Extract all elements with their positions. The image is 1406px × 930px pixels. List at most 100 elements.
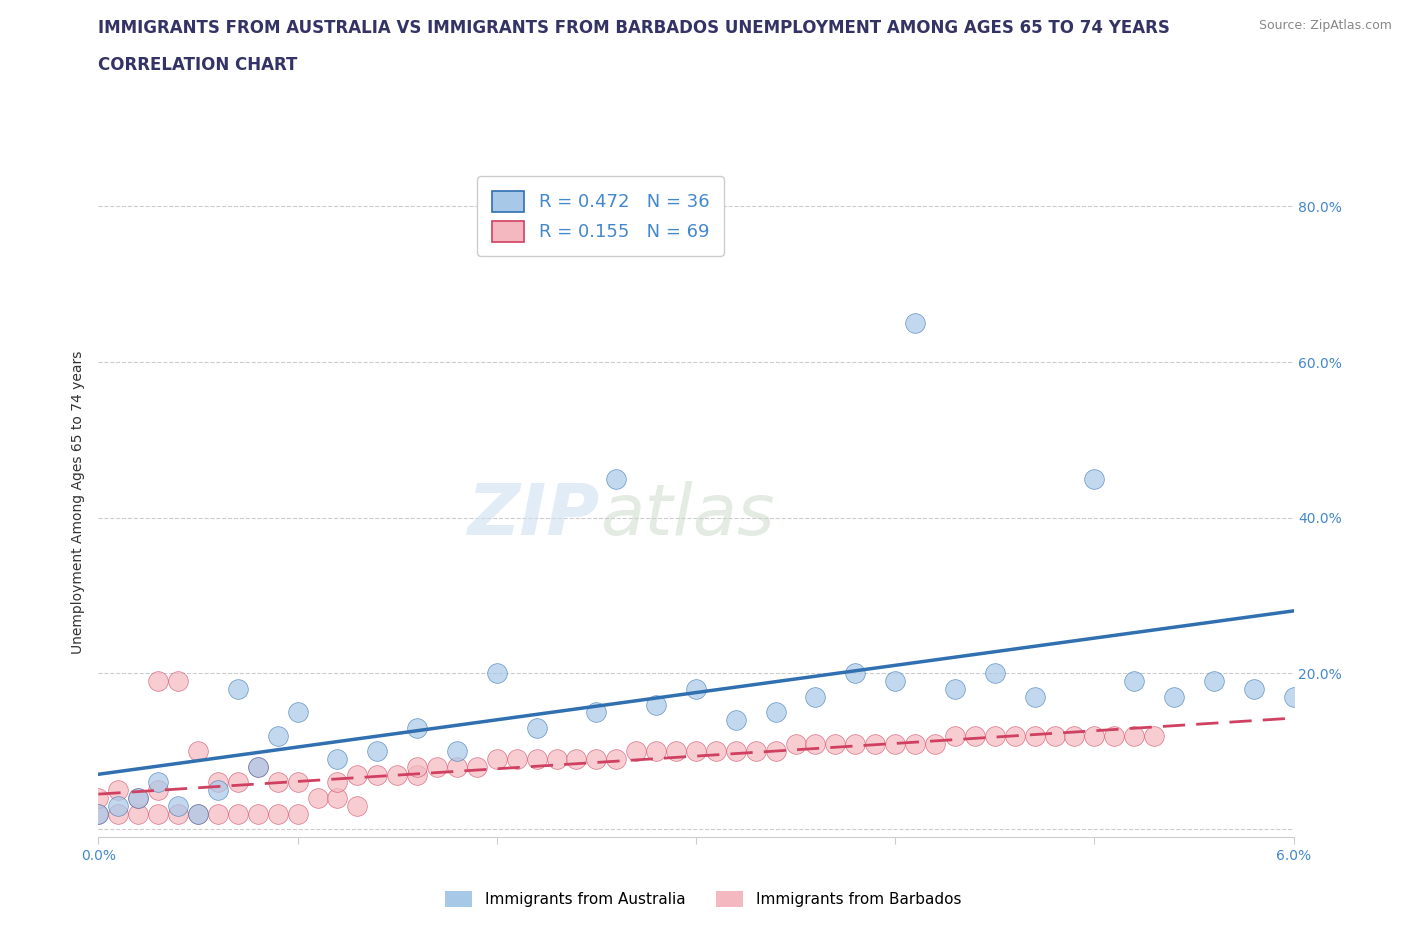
Y-axis label: Unemployment Among Ages 65 to 74 years: Unemployment Among Ages 65 to 74 years (70, 351, 84, 654)
Point (785, 737, 807, 751)
Point (943, 728, 966, 743)
Point (226, 682, 249, 697)
Point (565, 751, 588, 766)
Point (426, 760, 449, 775)
Point (187, 744, 209, 759)
Point (87, 806, 110, 821)
Point (724, 712, 747, 727)
Point (246, 760, 269, 775)
Point (287, 775, 309, 790)
Point (267, 728, 290, 743)
Point (765, 705, 787, 720)
Point (465, 760, 488, 775)
Point (724, 744, 747, 759)
Point (1282, 689, 1305, 704)
Point (526, 721, 548, 736)
Point (267, 806, 290, 821)
Point (167, 674, 190, 689)
Text: ZIP: ZIP (468, 481, 600, 550)
Point (884, 737, 907, 751)
Point (1143, 728, 1166, 743)
Text: IMMIGRANTS FROM AUSTRALIA VS IMMIGRANTS FROM BARBADOS UNEMPLOYMENT AMONG AGES 65: IMMIGRANTS FROM AUSTRALIA VS IMMIGRANTS … (98, 19, 1170, 36)
Point (366, 744, 388, 759)
Point (665, 744, 688, 759)
Point (485, 751, 508, 766)
Point (983, 728, 1005, 743)
Point (983, 666, 1005, 681)
Point (884, 674, 907, 689)
Point (844, 666, 866, 681)
Point (804, 689, 827, 704)
Point (346, 767, 368, 782)
Point (1083, 472, 1105, 486)
Point (1024, 689, 1046, 704)
Text: atlas: atlas (600, 481, 775, 550)
Point (207, 775, 229, 790)
Point (645, 698, 668, 712)
Point (924, 737, 946, 751)
Point (1043, 728, 1066, 743)
Point (546, 751, 568, 766)
Point (605, 751, 627, 766)
Point (127, 790, 149, 805)
Point (704, 744, 727, 759)
Point (267, 775, 290, 790)
Point (167, 806, 190, 821)
Point (1083, 728, 1105, 743)
Point (685, 744, 707, 759)
Point (485, 666, 508, 681)
Point (127, 790, 149, 805)
Point (207, 783, 229, 798)
Point (87, 790, 110, 805)
Point (585, 705, 607, 720)
Point (307, 790, 329, 805)
Point (1243, 682, 1265, 697)
Point (624, 744, 647, 759)
Point (1163, 689, 1185, 704)
Point (585, 751, 607, 766)
Point (107, 806, 129, 821)
Point (287, 806, 309, 821)
Point (148, 674, 170, 689)
Point (605, 472, 627, 486)
Point (406, 767, 429, 782)
Point (346, 799, 368, 814)
Point (326, 790, 349, 805)
Point (685, 682, 707, 697)
Point (804, 737, 827, 751)
Point (148, 783, 170, 798)
Point (226, 806, 249, 821)
Point (187, 806, 209, 821)
Point (446, 760, 468, 775)
Point (326, 775, 349, 790)
Point (904, 737, 927, 751)
Point (904, 315, 927, 330)
Point (246, 760, 269, 775)
Point (127, 806, 149, 821)
Point (326, 751, 349, 766)
Point (187, 806, 209, 821)
Point (226, 775, 249, 790)
Text: Source: ZipAtlas.com: Source: ZipAtlas.com (1258, 19, 1392, 32)
Point (87, 806, 110, 821)
Point (1123, 674, 1146, 689)
Text: CORRELATION CHART: CORRELATION CHART (98, 56, 298, 73)
Point (148, 806, 170, 821)
Point (1024, 728, 1046, 743)
Point (207, 806, 229, 821)
Point (824, 737, 846, 751)
Point (526, 751, 548, 766)
Point (366, 767, 388, 782)
Point (1123, 728, 1146, 743)
Point (844, 737, 866, 751)
Point (863, 737, 886, 751)
Point (1063, 728, 1085, 743)
Point (1102, 728, 1125, 743)
Point (1202, 674, 1225, 689)
Point (765, 744, 787, 759)
Point (506, 751, 529, 766)
Point (287, 705, 309, 720)
Legend: R = 0.472   N = 36, R = 0.155   N = 69: R = 0.472 N = 36, R = 0.155 N = 69 (477, 177, 724, 256)
Point (645, 744, 668, 759)
Legend: Immigrants from Australia, Immigrants from Barbados: Immigrants from Australia, Immigrants fr… (439, 884, 967, 913)
